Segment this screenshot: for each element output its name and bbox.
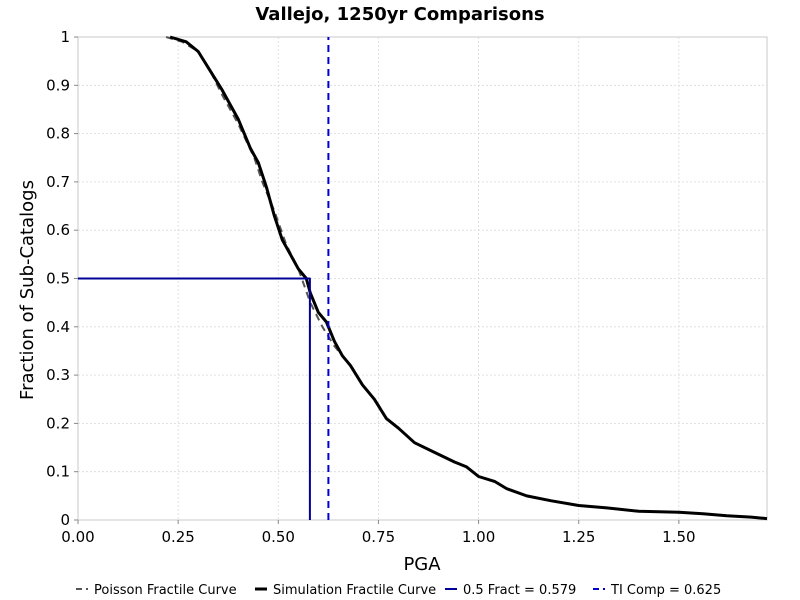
y-tick-label: 0.6 [46, 221, 70, 239]
y-axis-ticks: 0 0.1 0.2 0.3 0.4 0.5 0.6 0.7 0.8 0.9 1 [46, 28, 78, 529]
x-tick-label: 1.50 [662, 528, 695, 546]
series-line-1 [169, 35, 768, 521]
y-tick-label: 0.1 [46, 463, 70, 481]
y-tick-label: 1 [60, 28, 70, 46]
series-line-2 [78, 277, 311, 520]
x-axis-label: PGA [403, 554, 441, 575]
series-layer [78, 35, 768, 521]
y-tick-label: 0.5 [46, 270, 70, 288]
x-tick-label: 0.75 [362, 528, 395, 546]
x-tick-label: 0.25 [161, 528, 194, 546]
y-tick-label: 0.7 [46, 173, 70, 191]
x-tick-label: 1.25 [562, 528, 595, 546]
x-tick-label: 0.50 [262, 528, 295, 546]
x-axis-ticks: 0.00 0.25 0.50 0.75 1.00 1.25 1.50 [61, 520, 696, 546]
y-tick-label: 0.3 [46, 366, 70, 384]
y-tick-label: 0 [60, 511, 70, 529]
y-tick-label: 0.2 [46, 414, 70, 432]
legend: Poisson Fractile Curve Simulation Fractil… [76, 583, 721, 598]
legend-label-3: TI Comp = 0.625 [610, 583, 721, 598]
legend-label-2: 0.5 Fract = 0.579 [463, 583, 576, 598]
x-tick-label: 0.00 [61, 528, 94, 546]
chart-title: Vallejo, 1250yr Comparisons [255, 4, 544, 25]
y-tick-label: 0.9 [46, 76, 70, 94]
y-tick-label: 0.8 [46, 125, 70, 143]
legend-label-0: Poisson Fractile Curve [94, 583, 237, 598]
y-axis-label: Fraction of Sub-Catalogs [17, 180, 38, 400]
y-tick-label: 0.4 [46, 318, 70, 336]
legend-label-1: Simulation Fractile Curve [273, 583, 436, 598]
x-tick-label: 1.00 [462, 528, 495, 546]
